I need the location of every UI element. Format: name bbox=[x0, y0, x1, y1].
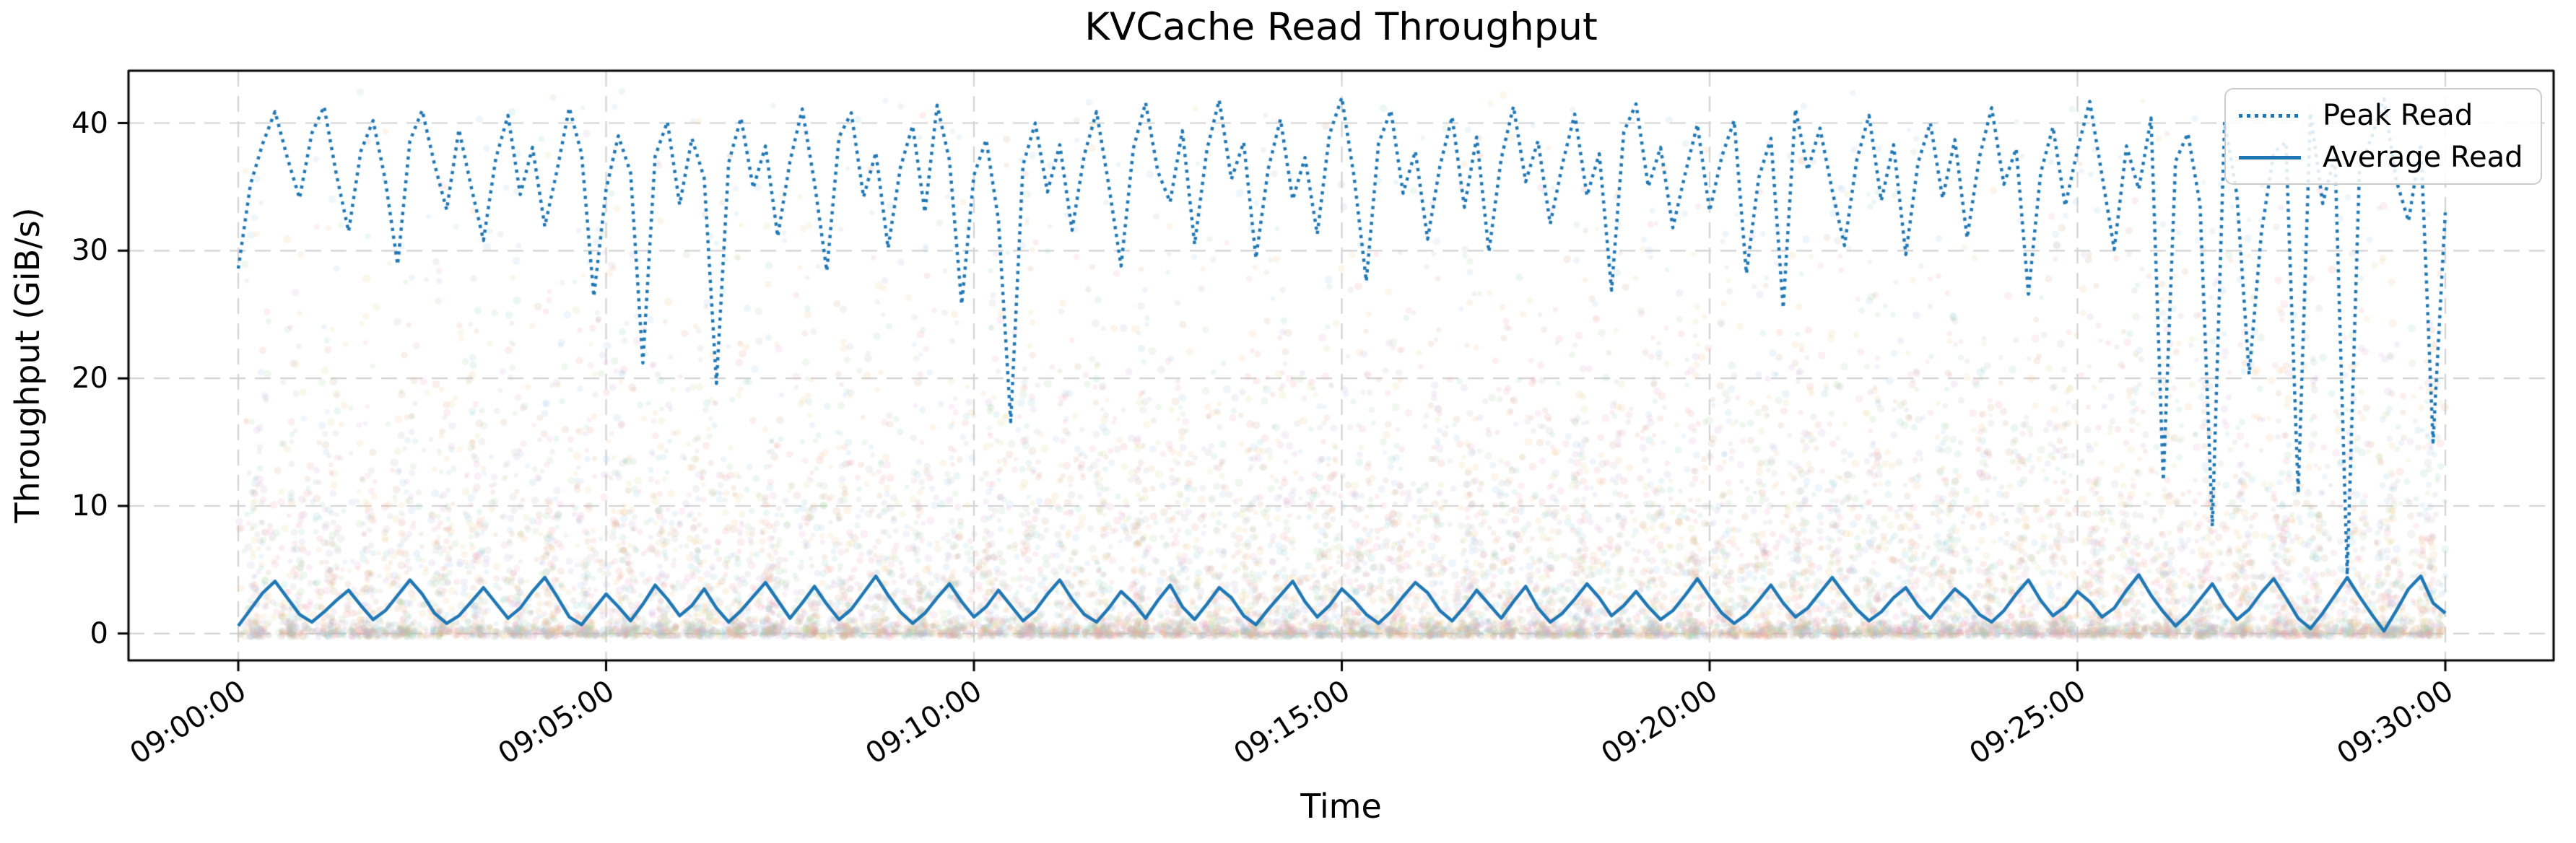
y-tick-label: 10 bbox=[71, 489, 108, 523]
legend-row-average: Average Read bbox=[2239, 140, 2528, 175]
legend-label-peak: Peak Read bbox=[2323, 99, 2473, 132]
legend: Peak Read Average Read bbox=[2224, 88, 2542, 185]
solid-line-swatch-icon bbox=[2239, 155, 2301, 160]
y-tick-label: 20 bbox=[71, 362, 108, 396]
chart-title: KVCache Read Throughput bbox=[1084, 5, 1598, 49]
legend-label-average: Average Read bbox=[2323, 141, 2523, 174]
legend-row-peak: Peak Read bbox=[2239, 98, 2528, 133]
y-tick-label: 40 bbox=[71, 106, 108, 140]
dotted-line-swatch-icon bbox=[2239, 113, 2301, 118]
x-axis-title: Time bbox=[1300, 787, 1382, 826]
y-tick-label: 30 bbox=[71, 234, 108, 268]
y-tick-label: 0 bbox=[90, 616, 108, 650]
